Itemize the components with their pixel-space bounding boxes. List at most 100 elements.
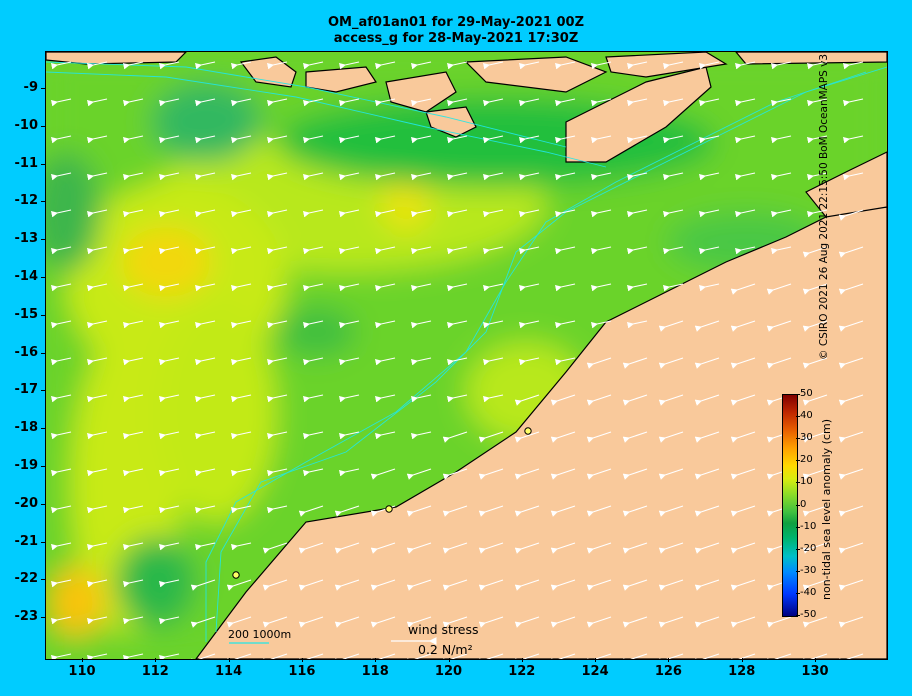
- wind-vector: [266, 357, 288, 366]
- wind-vector: [838, 579, 864, 591]
- longitude-label: 112: [141, 664, 169, 679]
- wind-vector: [230, 542, 252, 551]
- latitude-label: -18: [14, 420, 39, 436]
- wind-vector: [730, 579, 756, 591]
- wind-vector: [158, 135, 180, 144]
- wind-vector: [698, 283, 720, 292]
- longitude-label: 118: [361, 664, 389, 679]
- wind-vector: [662, 246, 684, 255]
- wind-vector: [698, 98, 720, 107]
- wind-vector: [266, 98, 288, 107]
- wind-vector: [158, 246, 180, 255]
- wind-vector: [406, 505, 432, 517]
- latitude-label: -16: [14, 344, 39, 360]
- wind-vectors: [50, 61, 864, 659]
- wind-vector: [626, 172, 648, 181]
- wind-vector: [338, 209, 360, 218]
- wind-vector: [442, 579, 468, 591]
- wind-vector: [838, 320, 864, 332]
- wind-vector: [802, 579, 828, 591]
- wind-vector: [158, 357, 180, 366]
- wind-vector: [590, 320, 612, 329]
- wind-vector: [86, 542, 108, 551]
- wind-vector: [194, 98, 216, 107]
- wind-vector: [842, 172, 864, 181]
- latitude-tick: [41, 88, 45, 89]
- wind-vector: [50, 246, 72, 255]
- wind-vector: [590, 172, 612, 181]
- wind-vector: [230, 135, 252, 144]
- wind-vector: [770, 98, 792, 107]
- wind-vector: [374, 283, 396, 292]
- wind-vector: [698, 61, 720, 70]
- wind-vector: [406, 653, 432, 659]
- wind-vector: [518, 61, 540, 70]
- wind-vector: [302, 61, 324, 70]
- wind-vector: [50, 61, 72, 70]
- wind-vector: [334, 579, 360, 591]
- wind-vector: [590, 283, 612, 292]
- wind-vector: [802, 431, 828, 443]
- wind-vector: [338, 431, 360, 440]
- wind-vector: [194, 172, 216, 181]
- wind-stress-label: wind stress: [408, 622, 479, 637]
- longitude-label: 110: [68, 664, 96, 679]
- wind-vector: [374, 431, 396, 440]
- latitude-tick: [41, 201, 45, 203]
- wind-vector: [770, 61, 792, 70]
- wind-vector: [694, 505, 720, 517]
- wind-vector: [230, 505, 252, 514]
- wind-vector: [374, 246, 396, 255]
- map-canvas: [46, 52, 887, 659]
- wind-vector: [338, 61, 360, 70]
- wind-vector: [302, 246, 324, 255]
- wind-vector: [658, 505, 684, 517]
- wind-vector: [734, 246, 756, 255]
- wind-vector: [158, 283, 180, 292]
- wind-vector: [842, 98, 864, 107]
- wind-vector: [190, 653, 216, 659]
- wind-vector: [194, 394, 216, 403]
- wind-vector: [734, 172, 756, 181]
- colorbar-tick: [796, 416, 800, 418]
- wind-vector: [662, 98, 684, 107]
- wind-vector: [194, 468, 216, 477]
- wind-vector: [194, 505, 216, 514]
- wind-vector: [50, 172, 72, 181]
- wind-vector: [158, 653, 180, 659]
- wind-vector: [802, 357, 828, 369]
- wind-vector: [374, 394, 396, 403]
- colorbar-tick-label: 50: [800, 388, 813, 399]
- wind-vector: [230, 172, 252, 181]
- colorbar-tick: [796, 504, 800, 506]
- wind-vector: [838, 505, 864, 517]
- wind-vector: [338, 468, 360, 477]
- wind-vector: [586, 505, 612, 517]
- wind-vector: [230, 61, 252, 70]
- wind-vector: [802, 542, 828, 554]
- wind-vector: [266, 431, 288, 440]
- wind-vector: [694, 357, 720, 369]
- wind-vector: [734, 61, 756, 70]
- wind-vector: [122, 320, 144, 329]
- wind-vector: [658, 320, 684, 332]
- wind-vector: [410, 394, 432, 403]
- wind-vector: [410, 209, 432, 218]
- wind-vector: [518, 209, 540, 218]
- longitude-label: 114: [215, 664, 243, 679]
- wind-vector: [842, 61, 864, 70]
- colorbar: [782, 394, 798, 617]
- wind-vector: [518, 357, 540, 366]
- wind-vector: [586, 579, 612, 591]
- wind-vector: [554, 172, 576, 181]
- colorbar-tick-label: -40: [800, 586, 817, 598]
- wind-vector: [374, 61, 396, 70]
- wind-vector: [406, 542, 432, 554]
- map-panel: [45, 51, 888, 660]
- latitude-tick: [41, 541, 45, 543]
- wind-vector: [226, 653, 252, 659]
- colorbar-tick-label: 20: [800, 454, 813, 466]
- longitude-tick: [741, 658, 743, 662]
- wind-vector: [482, 209, 504, 218]
- wind-vector: [50, 357, 72, 366]
